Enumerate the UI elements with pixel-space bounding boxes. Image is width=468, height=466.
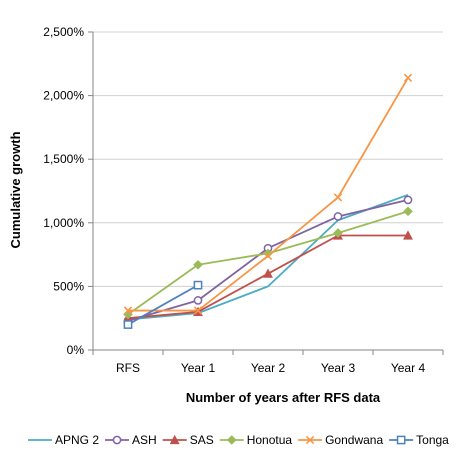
gridlines <box>93 31 443 287</box>
legend-item-sas: SAS <box>162 433 214 447</box>
legend-label: Honotua <box>247 433 293 447</box>
data-point-honotua <box>403 206 413 217</box>
x-tick-label: Year 1 <box>181 361 216 375</box>
legend-label: Gondwana <box>325 433 383 447</box>
y-axis-title: Cumulative growth <box>8 131 23 248</box>
marker-stroke <box>263 251 273 261</box>
series-lines <box>127 77 409 326</box>
y-tick-label: 2,500% <box>43 25 84 39</box>
y-tick-label: 2,000% <box>43 89 84 103</box>
data-point-gondwana <box>263 251 273 261</box>
x-tick-label: Year 3 <box>321 361 356 375</box>
series-markers <box>123 73 413 329</box>
data-point-tonga <box>123 320 133 329</box>
marker-stroke <box>193 306 203 315</box>
legend-label: APNG 2 <box>55 433 99 447</box>
series-line-ash <box>127 199 409 322</box>
data-point-ash <box>333 212 343 221</box>
data-point-honotua <box>263 248 273 259</box>
axes: 0% 500% 1,000% 1,500% 2,000% 2,500% RFS Year 1 Y… <box>43 25 444 375</box>
legend-marker <box>112 435 122 445</box>
legend-item-apng-2: APNG 2 <box>28 433 99 447</box>
legend-label: SAS <box>190 433 214 447</box>
data-point-ash <box>193 296 203 305</box>
x-tick-label: Year 4 <box>391 361 426 375</box>
series-line-honotua <box>127 210 409 316</box>
legend-item-honotua: Honotua <box>219 433 293 447</box>
legend-marker <box>305 435 315 445</box>
legend-label: ASH <box>132 433 157 447</box>
data-point-tonga <box>193 280 203 290</box>
data-point-gondwana <box>123 306 133 315</box>
data-point-honotua <box>333 228 343 238</box>
x-axis-title: Number of years after RFS data <box>186 390 381 405</box>
data-point-gondwana <box>333 193 343 202</box>
legend-marker <box>169 434 180 445</box>
legend-item-gondwana: Gondwana <box>298 433 383 447</box>
data-point-ash <box>403 195 413 205</box>
legend-item-tonga: Tonga <box>389 433 449 447</box>
legend-marker <box>396 435 406 445</box>
data-point-sas <box>403 230 413 240</box>
data-point-gondwana <box>403 73 413 82</box>
y-tick-label: 0% <box>67 343 85 357</box>
data-point-gondwana <box>193 306 203 315</box>
legend: APNG 2 ASH SAS Honotua Gondwana Tonga <box>28 433 449 447</box>
legend-marker <box>226 435 237 445</box>
legend-label: Tonga <box>416 433 449 447</box>
data-point-honotua <box>193 259 203 270</box>
marker-stroke <box>333 193 343 202</box>
legend-item-ash: ASH <box>105 433 157 447</box>
data-point-sas <box>263 268 273 278</box>
y-tick-label: 1,500% <box>43 152 84 166</box>
marker-stroke <box>403 73 413 82</box>
marker-stroke <box>305 435 315 445</box>
x-tick-label: Year 2 <box>251 361 286 375</box>
y-tick-label: 1,000% <box>43 216 84 230</box>
marker-stroke <box>123 306 133 315</box>
x-tick-label: RFS <box>116 361 140 375</box>
series-line-tonga <box>127 284 199 326</box>
y-tick-label: 500% <box>53 279 84 293</box>
